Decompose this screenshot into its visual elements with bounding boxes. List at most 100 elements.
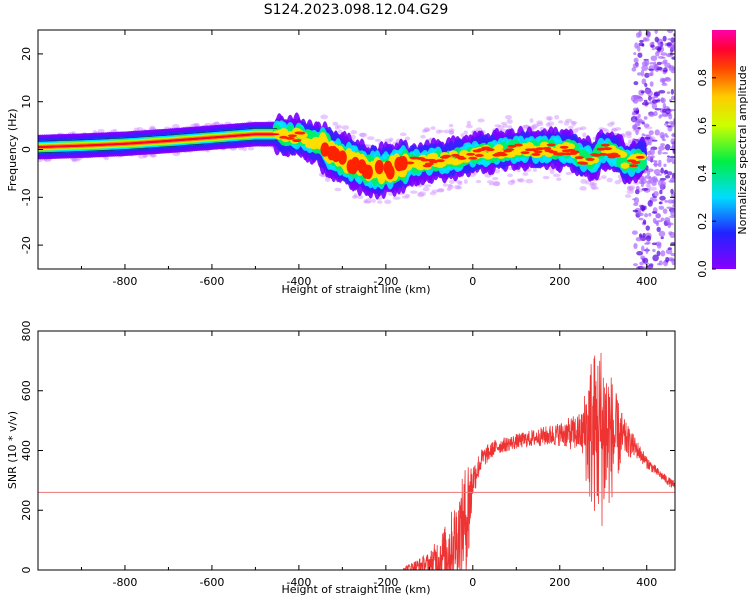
spectrogram-speckle (493, 181, 500, 186)
spectrogram-speckle (568, 125, 574, 130)
spectrogram-speckle (384, 199, 392, 204)
spectrogram-noise (660, 184, 664, 191)
spectrogram-speckle (556, 177, 562, 181)
spectrogram-speckle (138, 155, 146, 159)
spectrogram-noise (670, 242, 675, 246)
spectrogram-noise (651, 96, 655, 100)
spectrogram-speckle (580, 179, 587, 184)
spectrogram-noise (666, 91, 671, 94)
spectrogram-speckle (486, 180, 495, 184)
spectrogram-speckle (73, 158, 81, 162)
spectrogram-band (637, 157, 647, 170)
spectrogram-noise (664, 76, 671, 81)
snr-ytick-label: 600 (20, 380, 33, 401)
spectrogram-noise (652, 254, 659, 262)
spectrogram-speckle (351, 195, 358, 199)
spectrogram-noise (633, 242, 638, 249)
spectrogram-speckle (423, 127, 431, 132)
spectrogram-speckle (507, 125, 513, 130)
spectrogram-speckle (600, 175, 607, 180)
spectrogram-noise (632, 209, 639, 213)
spectrogram-speckle (645, 182, 651, 188)
spectrogram-speckle (456, 185, 463, 190)
spectrogram-speckle (475, 180, 482, 184)
spectrogram-noise (672, 198, 675, 205)
spectrogram-noise (665, 110, 672, 113)
spectrogram-noise (660, 167, 664, 174)
spectrogram-speckle (588, 182, 594, 187)
spectrogram-band (398, 156, 408, 171)
spectrogram-noise (644, 59, 650, 67)
spectrogram-noise (649, 81, 654, 87)
spectrogram-speckle (447, 184, 454, 190)
spectrogram-band (629, 164, 639, 168)
spectrogram-speckle (389, 137, 394, 142)
spectrogram-noise (662, 138, 666, 142)
spectrogram-noise (651, 242, 657, 246)
spectrogram-noise (632, 263, 638, 267)
colorbar (712, 30, 736, 269)
spectrogram-speckle (570, 120, 578, 125)
spectrogram-noise (631, 230, 638, 235)
spectrogram-speckle (242, 147, 248, 152)
spectrogram-noise (668, 65, 672, 71)
spectrogram-speckle (610, 121, 616, 125)
spectrogram-noise (664, 199, 668, 203)
spectrogram-noise (665, 248, 673, 255)
spectrogram-noise (633, 81, 639, 86)
spectrogram-noise (655, 173, 663, 176)
spectrogram-noise (637, 52, 643, 58)
spectrogram-band (540, 141, 550, 149)
spectrogram-noise (659, 114, 665, 117)
spectrogram-noise (663, 123, 669, 126)
spectrogram-speckle (365, 198, 372, 203)
spectrogram-noise (653, 111, 658, 117)
spectrogram-noise (640, 90, 645, 94)
spectrogram-speckle (367, 136, 375, 141)
spectrogram-noise (659, 189, 663, 195)
spectrogram-speckle (488, 182, 495, 186)
spectrogram-noise (651, 103, 658, 110)
spectrogram-ridge-edge (38, 139, 278, 154)
colorbar-tick-label: 0.8 (696, 69, 709, 87)
snr-series-line (402, 352, 675, 570)
spectrogram-noise (657, 262, 661, 266)
spectrogram-speckle (420, 134, 426, 139)
spectrogram-speckle (625, 132, 632, 136)
spectrogram-noise (665, 121, 669, 124)
spectrogram-speckle (149, 125, 156, 130)
spectrogram-band (546, 143, 556, 147)
spectrogram-speckle (532, 168, 538, 173)
spectrogram-speckle (611, 128, 618, 132)
spectrogram-noise (672, 149, 675, 155)
spectrogram-band (618, 151, 628, 158)
snr-ytick-label: 400 (20, 440, 33, 461)
spectrogram-band (424, 162, 434, 166)
spectrogram-band (296, 131, 306, 135)
spectrogram-speckle (624, 194, 632, 198)
spectrogram-noise (660, 143, 665, 147)
spectrogram-speckle (247, 146, 255, 151)
spectrogram-noise (672, 203, 675, 208)
spectrogram-speckle (374, 138, 381, 142)
spectrogram-speckle (454, 184, 461, 190)
spectrogram-noise (661, 134, 665, 141)
spectrogram-noise (670, 95, 675, 101)
spectrogram-speckle (404, 193, 411, 198)
spectrogram-speckle (529, 118, 534, 123)
spectrogram-band (520, 151, 530, 155)
spectrogram-speckle (542, 175, 550, 180)
spectrogram-noise (658, 230, 666, 237)
spectrogram-noise (654, 63, 659, 69)
spectrogram-speckle (557, 120, 564, 124)
spectrogram-noise (647, 265, 653, 269)
spectrogram-band (600, 143, 610, 147)
spectrogram-noise (660, 250, 666, 257)
spectrogram-noise (641, 65, 649, 71)
spectrogram-speckle (492, 181, 501, 187)
spectrogram-ticks: -800 -600 -400 -200 0 200 400 -20 -10 0 10 20 (20, 30, 675, 288)
spectrogram-speckle (448, 128, 455, 133)
spectrogram-noise (669, 109, 675, 112)
spectrogram-speckle (646, 183, 652, 189)
